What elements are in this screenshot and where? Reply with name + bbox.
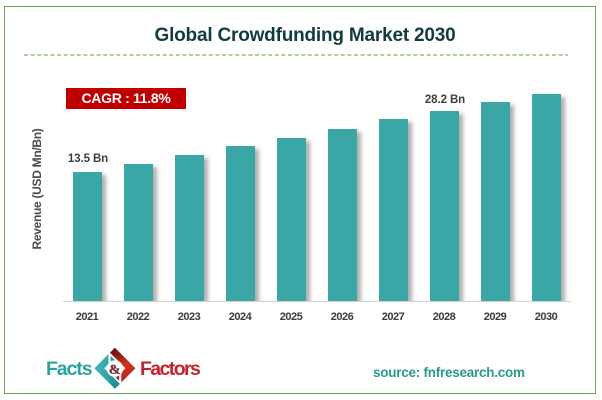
svg-text:&: &: [109, 363, 121, 378]
svg-text:&: &: [108, 363, 120, 378]
